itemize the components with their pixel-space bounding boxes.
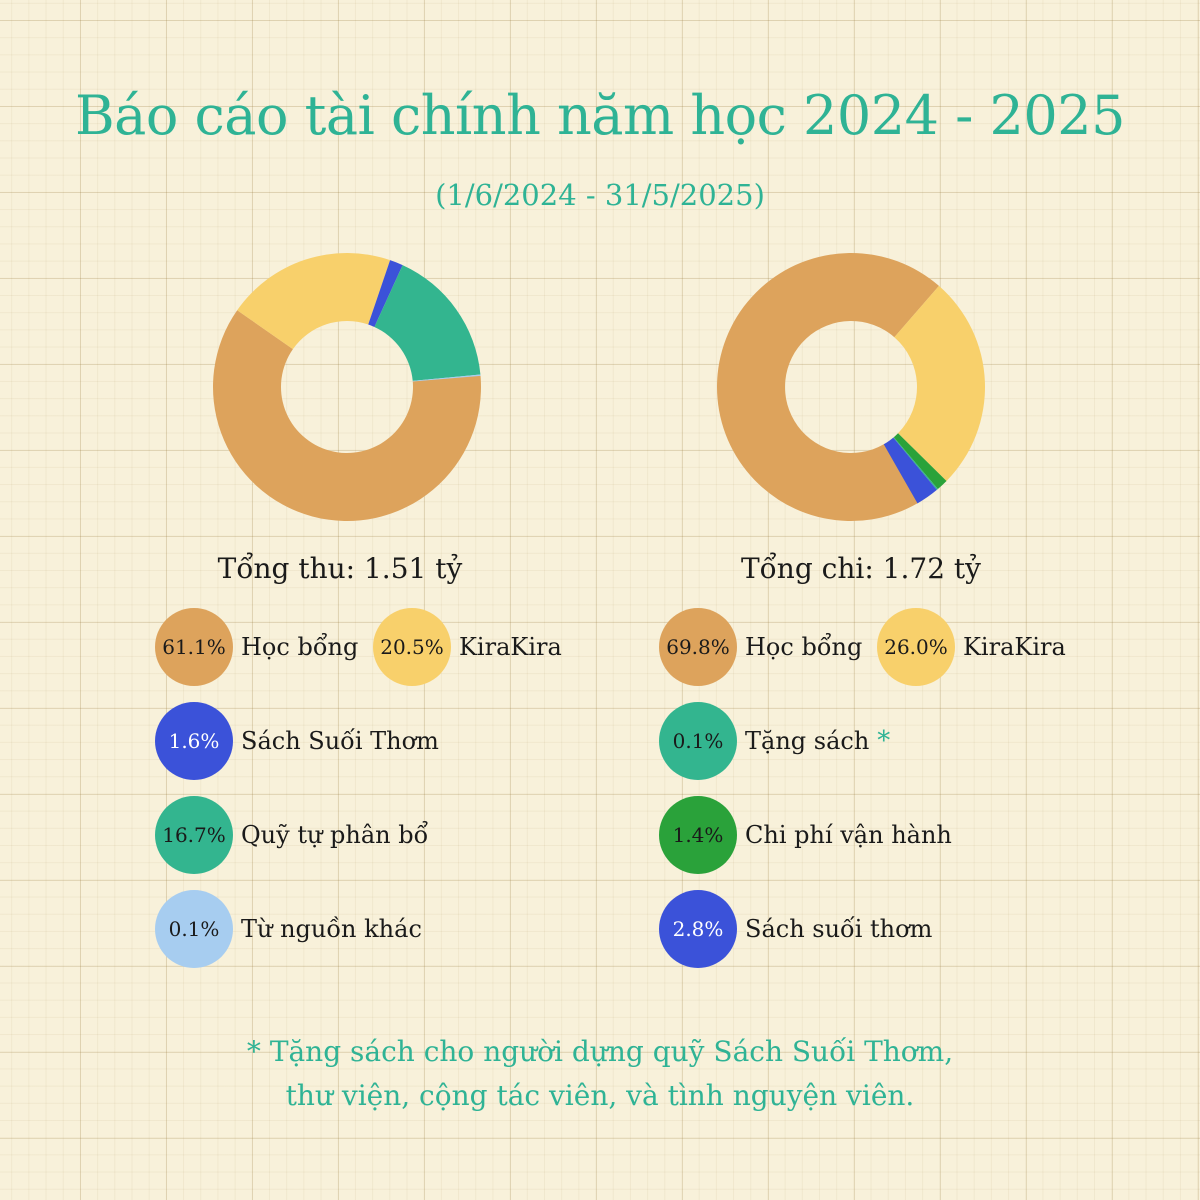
legend-label: KiraKira xyxy=(963,633,1066,661)
legend-label: Sách suối thơm xyxy=(745,915,933,943)
legend-label: Tặng sách xyxy=(745,727,870,755)
legend-label: Từ nguồn khác xyxy=(241,915,422,943)
legend-label: KiraKira xyxy=(459,633,562,661)
legend-item-income-kirakira: 20.5% KiraKira xyxy=(373,608,562,686)
asterisk-icon: * xyxy=(877,726,891,756)
donut-slice-tặng-sách xyxy=(893,437,938,490)
income-donut-chart xyxy=(213,253,481,521)
donut-slice-sách-suối-thơm xyxy=(368,260,403,327)
donut-slice-kirakira xyxy=(237,253,391,350)
legend-percent-badge: 1.6% xyxy=(155,702,233,780)
legend-label: Chi phí vận hành xyxy=(745,821,952,849)
expense-donut-chart xyxy=(717,253,985,521)
legend-label: Học bổng xyxy=(745,633,863,661)
donut-slice-kirakira xyxy=(894,285,985,481)
page-title: Báo cáo tài chính năm học 2024 - 2025 xyxy=(75,84,1125,147)
donut-slice-quỹ-tự-phân-bổ xyxy=(374,265,481,381)
income-total: Tổng thu: 1.51 tỷ xyxy=(217,552,463,585)
donut-slice-từ-nguồn-khác xyxy=(412,374,481,382)
legend-item-income-sach-suoi-thom: 1.6% Sách Suối Thơm xyxy=(155,702,439,780)
legend-percent-badge: 61.1% xyxy=(155,608,233,686)
legend-percent-badge: 69.8% xyxy=(659,608,737,686)
asterisk-icon: * xyxy=(246,1035,261,1068)
footnote-line-1: * Tặng sách cho người dựng quỹ Sách Suối… xyxy=(0,1030,1200,1074)
donut-slice-học-bổng xyxy=(213,310,481,521)
footnote: * Tặng sách cho người dựng quỹ Sách Suối… xyxy=(0,1030,1200,1118)
legend-item-expense-kirakira: 26.0% KiraKira xyxy=(877,608,1066,686)
legend-percent-badge: 2.8% xyxy=(659,890,737,968)
legend-item-expense-chi-phi-van-hanh: 1.4% Chi phí vận hành xyxy=(659,796,952,874)
expense-total: Tổng chi: 1.72 tỷ xyxy=(741,552,981,585)
legend-percent-badge: 0.1% xyxy=(659,702,737,780)
footnote-line-2: thư viện, cộng tác viên, và tình nguyện … xyxy=(285,1079,915,1112)
donut-slice-sách-suối-thơm xyxy=(883,437,937,504)
legend-percent-badge: 0.1% xyxy=(155,890,233,968)
legend-percent-badge: 20.5% xyxy=(373,608,451,686)
legend-item-income-tu-nguon-khac: 0.1% Từ nguồn khác xyxy=(155,890,422,968)
legend-label: Quỹ tự phân bổ xyxy=(241,821,429,849)
legend-item-income-quy-tu-phan-bo: 16.7% Quỹ tự phân bổ xyxy=(155,796,428,874)
legend-percent-badge: 16.7% xyxy=(155,796,233,874)
legend-label: Học bổng xyxy=(241,633,359,661)
legend-item-expense-tang-sach: 0.1% Tặng sách * xyxy=(659,702,890,780)
footnote-text-1: Tặng sách cho người dựng quỹ Sách Suối T… xyxy=(269,1035,954,1068)
legend-item-expense-sach-suoi-thom: 2.8% Sách suối thơm xyxy=(659,890,932,968)
legend-percent-badge: 1.4% xyxy=(659,796,737,874)
date-range: (1/6/2024 - 31/5/2025) xyxy=(435,178,765,212)
legend-label: Sách Suối Thơm xyxy=(241,727,439,755)
donut-slice-học-bổng xyxy=(717,253,939,521)
legend-item-expense-hoc-bong: 69.8% Học bổng xyxy=(659,608,862,686)
donut-slice-chi-phí-vận-hành xyxy=(893,433,947,490)
legend-percent-badge: 26.0% xyxy=(877,608,955,686)
legend-item-income-hoc-bong: 61.1% Học bổng xyxy=(155,608,358,686)
